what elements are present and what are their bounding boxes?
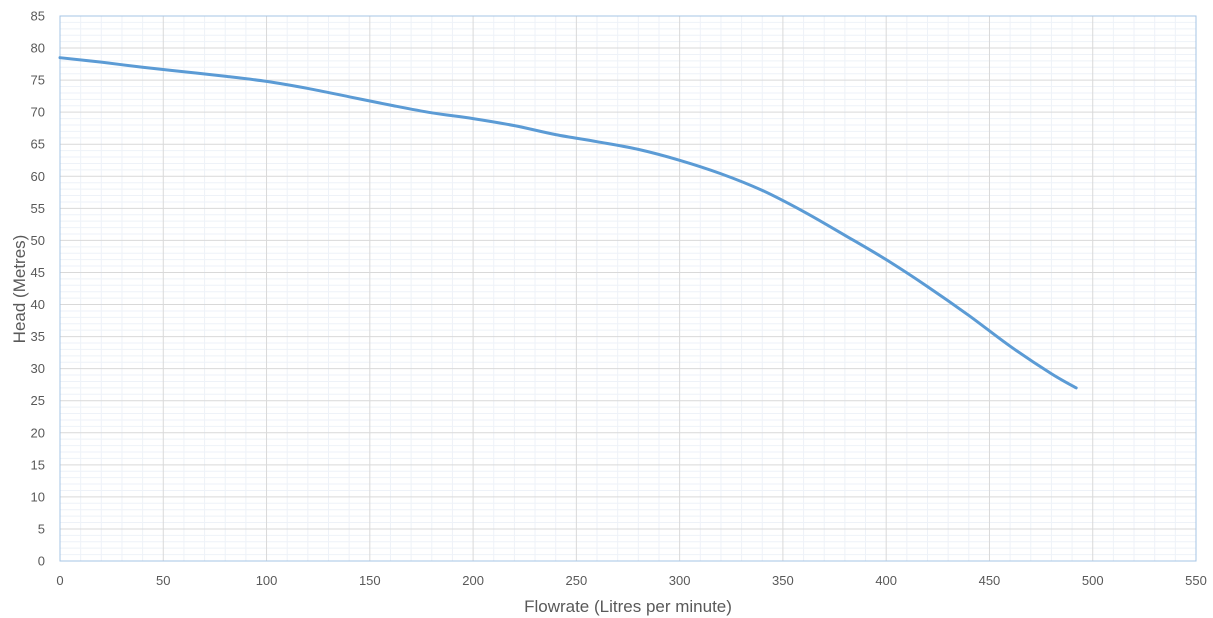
plot-area-border <box>59 15 1197 562</box>
x-tick-label: 200 <box>462 573 484 588</box>
x-tick-label: 350 <box>772 573 794 588</box>
major-grid <box>60 16 1196 561</box>
y-axis-title: Head (Metres) <box>10 235 29 344</box>
minor-grid <box>60 16 1196 561</box>
x-tick-label: 250 <box>566 573 588 588</box>
y-tick-label: 60 <box>31 169 45 184</box>
x-tick-label: 450 <box>979 573 1001 588</box>
x-tick-label: 300 <box>669 573 691 588</box>
x-tick-labels: 0 50 100 150 200 250 300 350 400 450 500 550 <box>56 573 1206 588</box>
y-tick-label: 50 <box>31 233 45 248</box>
y-tick-label: 35 <box>31 329 45 344</box>
y-tick-labels: 0 5 10 15 20 25 30 35 40 45 50 55 60 65 70 75 80 85 <box>31 9 45 569</box>
y-tick-label: 30 <box>31 361 45 376</box>
y-tick-label: 70 <box>31 105 45 120</box>
series-line-0 <box>58 56 1078 390</box>
x-tick-label: 550 <box>1185 573 1207 588</box>
y-tick-label: 15 <box>31 457 45 472</box>
y-tick-label: 20 <box>31 425 45 440</box>
y-tick-label: 65 <box>31 137 45 152</box>
y-tick-label: 25 <box>31 393 45 408</box>
y-tick-label: 0 <box>38 554 45 569</box>
x-tick-label: 150 <box>359 573 381 588</box>
y-tick-label: 40 <box>31 297 45 312</box>
y-tick-label: 10 <box>31 489 45 504</box>
x-tick-label: 50 <box>156 573 170 588</box>
y-tick-label: 45 <box>31 265 45 280</box>
y-tick-label: 55 <box>31 201 45 216</box>
x-tick-label: 100 <box>256 573 278 588</box>
x-tick-label: 0 <box>56 573 63 588</box>
y-tick-label: 75 <box>31 73 45 88</box>
x-axis-title: Flowrate (Litres per minute) <box>524 597 732 616</box>
y-tick-label: 85 <box>31 9 45 24</box>
series-layer <box>58 56 1078 390</box>
y-tick-label: 5 <box>38 521 45 536</box>
x-tick-label: 500 <box>1082 573 1104 588</box>
y-tick-label: 80 <box>31 41 45 56</box>
x-tick-label: 400 <box>875 573 897 588</box>
